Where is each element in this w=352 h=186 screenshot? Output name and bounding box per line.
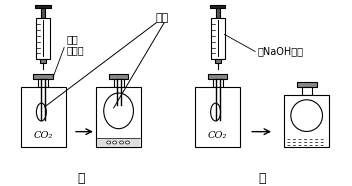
Bar (36, 18, 50, 59)
Ellipse shape (36, 103, 46, 121)
Bar (36, 5, 51, 8)
Text: 甲: 甲 (77, 172, 85, 185)
Text: 浓NaOH溶液: 浓NaOH溶液 (257, 46, 303, 57)
Text: 气球: 气球 (156, 13, 169, 23)
Ellipse shape (210, 103, 221, 121)
Bar (215, 8, 220, 18)
Bar (109, 74, 128, 79)
Bar (302, 87, 312, 95)
Bar (284, 95, 329, 147)
Bar (97, 138, 140, 147)
Text: 饱和
石灰水: 饱和 石灰水 (66, 34, 84, 55)
Bar (210, 18, 225, 59)
Ellipse shape (120, 141, 124, 144)
Bar (42, 8, 45, 18)
Ellipse shape (113, 141, 117, 144)
Bar (38, 79, 48, 87)
Bar (96, 87, 142, 147)
Text: CO₂: CO₂ (34, 131, 53, 140)
Ellipse shape (126, 141, 130, 144)
Text: CO₂: CO₂ (208, 131, 227, 140)
Bar (215, 59, 221, 63)
Bar (195, 87, 240, 147)
Bar (33, 74, 53, 79)
Bar (213, 79, 222, 87)
Ellipse shape (291, 100, 322, 132)
Bar (20, 87, 66, 147)
Bar (210, 5, 226, 8)
Ellipse shape (107, 141, 111, 144)
Ellipse shape (104, 93, 133, 129)
Bar (114, 79, 124, 87)
Bar (208, 74, 227, 79)
Text: 乙: 乙 (258, 172, 266, 185)
Bar (40, 59, 46, 63)
Bar (297, 82, 316, 87)
